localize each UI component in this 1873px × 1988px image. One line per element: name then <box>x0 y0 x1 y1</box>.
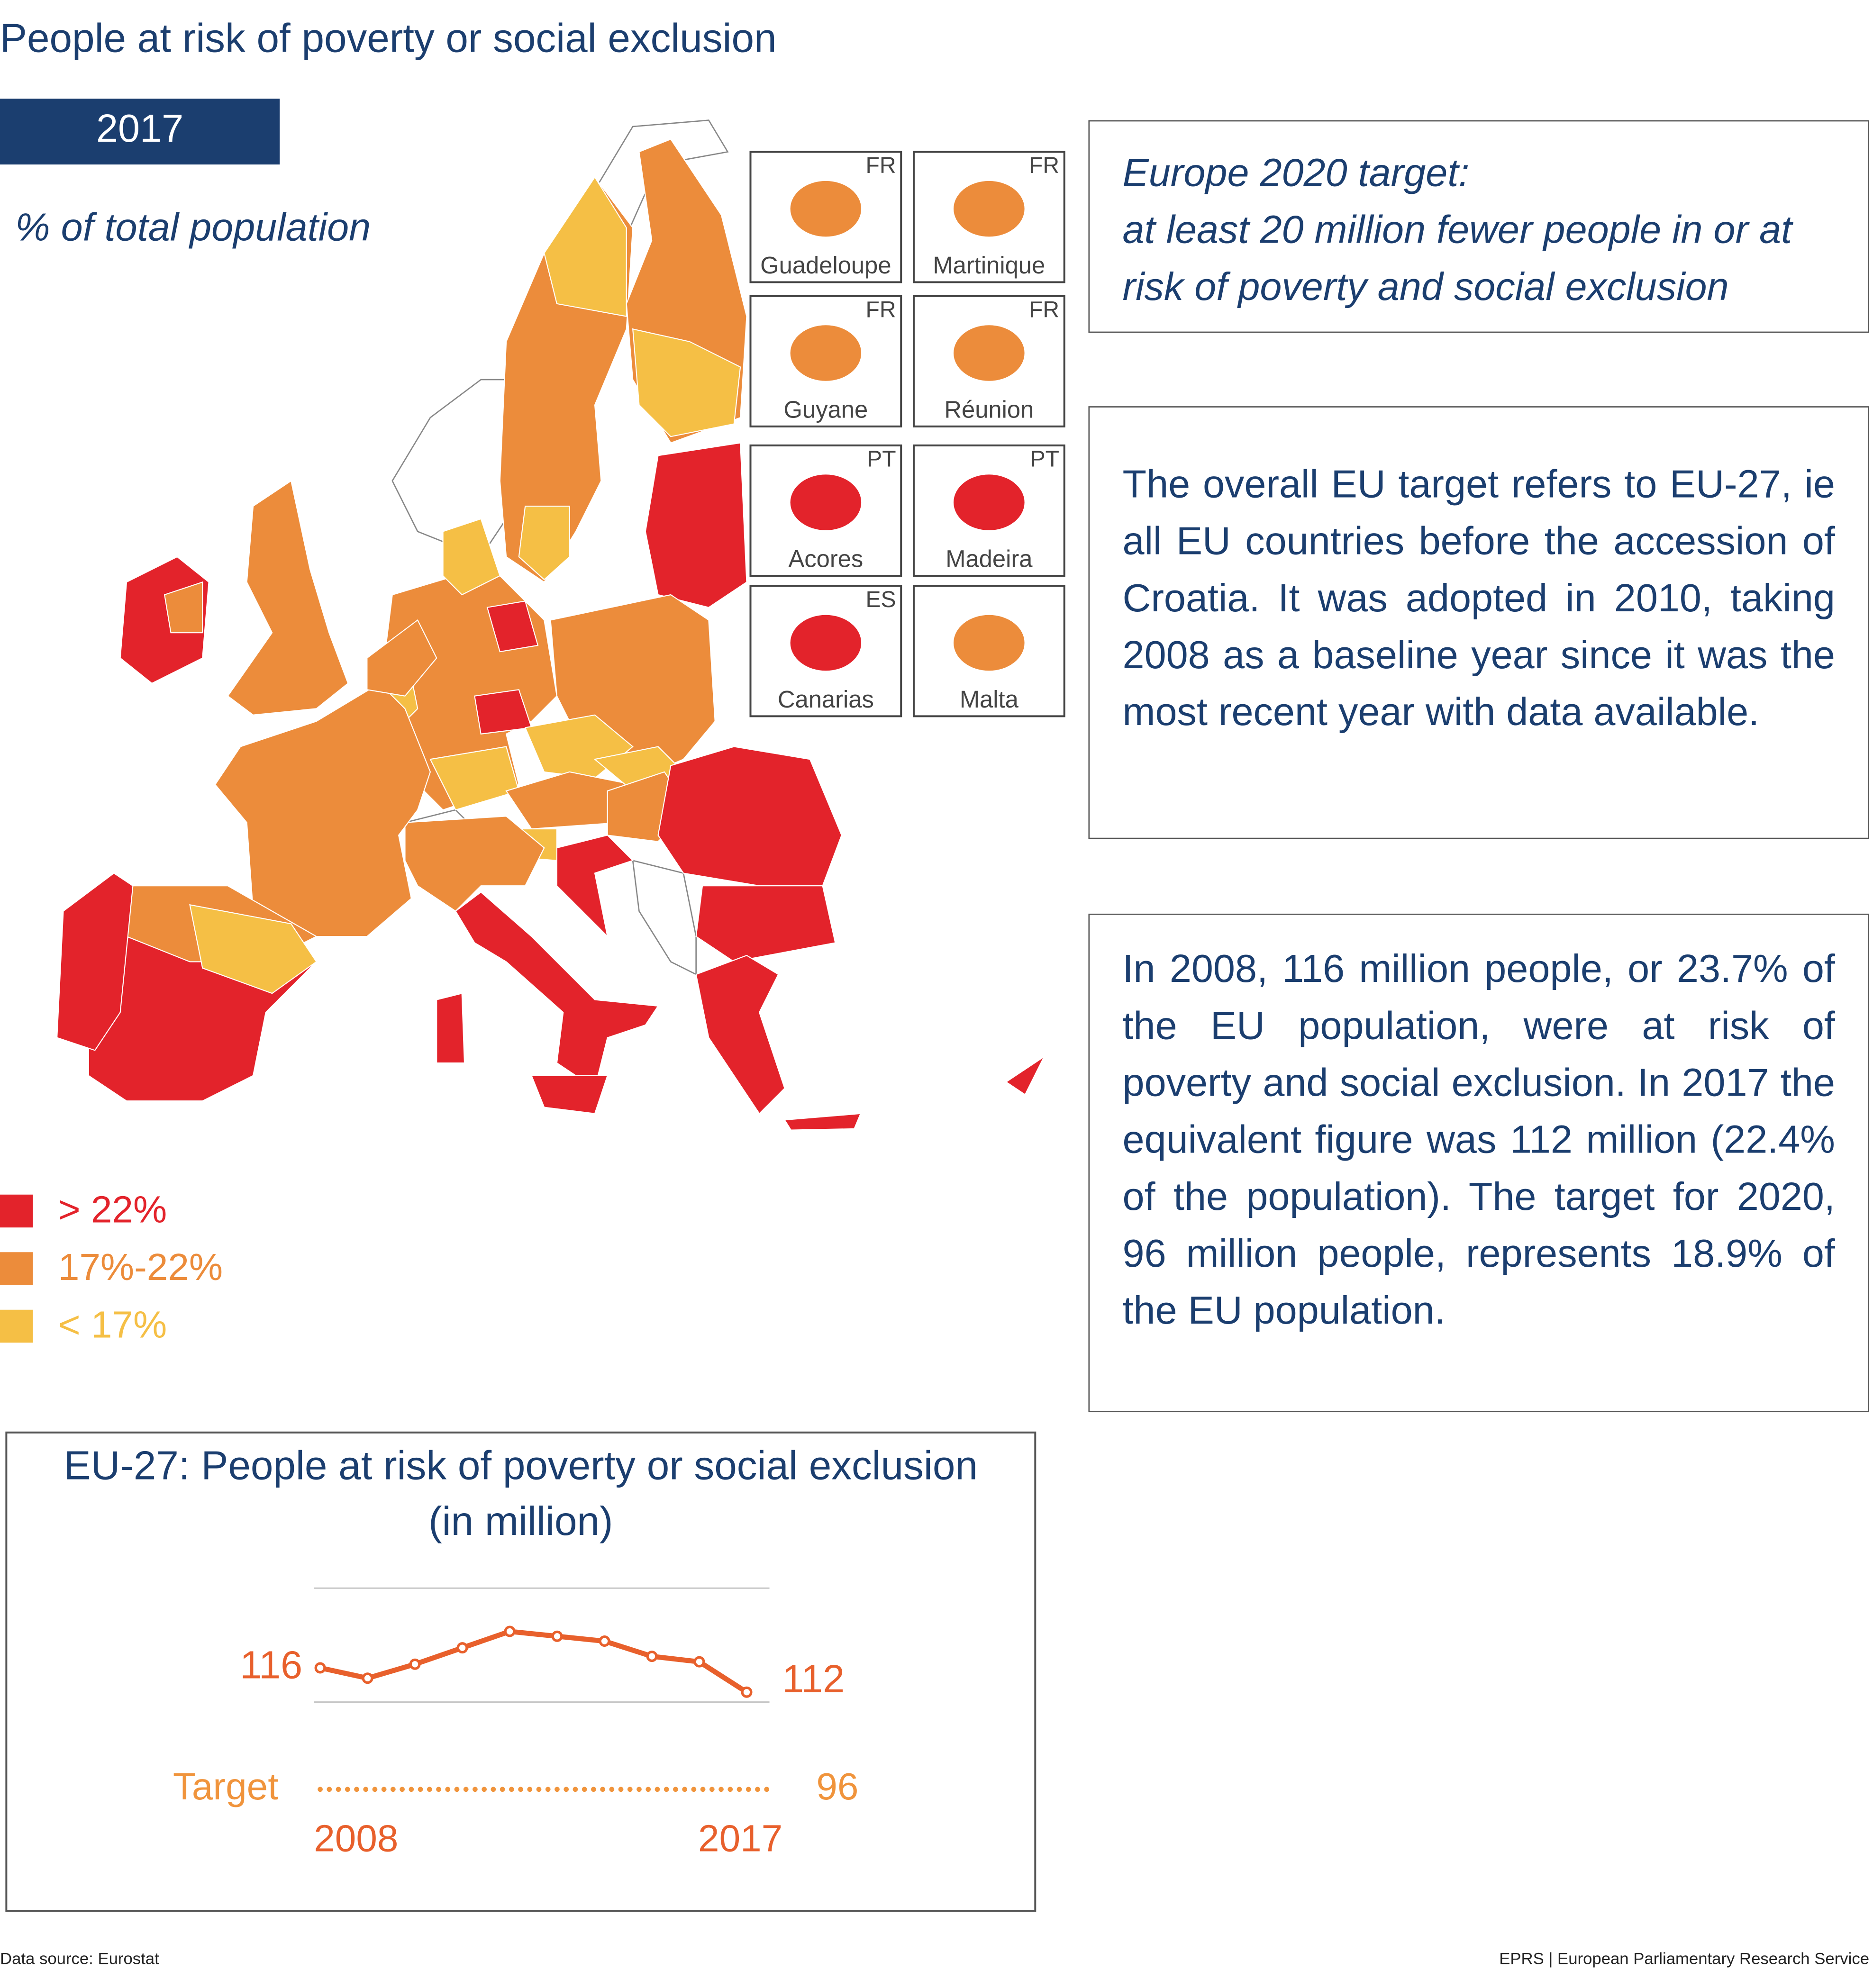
point <box>504 1625 516 1637</box>
inset-shape <box>790 474 862 530</box>
inset-country: FR <box>1029 153 1059 178</box>
inset-country: ES <box>865 587 896 612</box>
point <box>646 1651 658 1662</box>
map <box>56 119 1046 1131</box>
region <box>632 328 741 437</box>
region <box>657 746 842 887</box>
inset-shape <box>954 325 1025 381</box>
point <box>456 1642 468 1654</box>
chart-subtitle: (in million) <box>428 1498 613 1544</box>
footer-credit: EPRS | European Parliamentary Research S… <box>1499 1949 1870 1968</box>
box-text: The overall EU target refers to EU-27, i… <box>1122 462 1835 734</box>
page-title: People at risk of poverty or social excl… <box>0 15 777 61</box>
legend-label: > 22% <box>58 1188 167 1230</box>
line <box>319 1629 748 1695</box>
chart-heading: EU-27: People at risk of poverty or soci… <box>6 1437 1035 1549</box>
legend-label: 17%-22% <box>58 1245 223 1288</box>
info-box: The overall EU target refers to EU-27, i… <box>1088 406 1870 839</box>
inset-name: Guadeloupe <box>760 252 891 279</box>
box-title: Europe 2020 target: <box>1122 150 1470 195</box>
region <box>486 600 539 653</box>
point <box>599 1635 610 1647</box>
region <box>783 1113 862 1131</box>
point <box>314 1662 326 1674</box>
inset-name: Madeira <box>946 545 1033 572</box>
legend: > 22% 17%-22% < 17% <box>0 1188 223 1345</box>
legend-swatch <box>0 1309 33 1343</box>
inset-shape <box>790 325 862 381</box>
chart-title: EU-27: People at risk of poverty or soci… <box>64 1443 978 1489</box>
chart-frame <box>5 1431 1037 1912</box>
inset-name: Réunion <box>944 396 1034 423</box>
region <box>436 992 465 1064</box>
inset-shape <box>954 474 1025 530</box>
region <box>164 581 203 634</box>
inset-country: FR <box>866 153 896 178</box>
inset-country: FR <box>1029 297 1059 323</box>
region <box>189 904 318 994</box>
box-text: In 2008, 116 million people, or 23.7% of… <box>1122 946 1835 1333</box>
inset-name: Malta <box>960 686 1019 713</box>
region <box>695 885 836 962</box>
point <box>741 1686 753 1698</box>
point <box>551 1630 563 1642</box>
point <box>362 1672 373 1684</box>
inset-name: Martinique <box>933 252 1045 279</box>
footer-source: Data source: Eurostat <box>0 1949 159 1968</box>
x-tick-label: 2008 <box>314 1816 398 1859</box>
info-box: In 2008, 116 million people, or 23.7% of… <box>1088 913 1870 1413</box>
year-banner <box>0 99 280 165</box>
x-tick-label: 2017 <box>698 1816 782 1859</box>
value-label: 116 <box>240 1643 302 1687</box>
map-year: 2017 <box>96 106 184 151</box>
inset-country: PT <box>1030 446 1059 472</box>
region <box>632 860 697 976</box>
inset-country: PT <box>867 446 896 472</box>
inset-shape <box>790 615 862 671</box>
inset-shape <box>954 615 1025 671</box>
insets: Guadeloupe FR Martinique FR Guyane FR Réunion F… <box>749 151 1065 717</box>
legend-label: < 17% <box>58 1303 167 1345</box>
target-label: Target <box>173 1765 279 1807</box>
inset-country: FR <box>866 297 896 323</box>
target-box: Europe 2020 target: at least 20 million … <box>1088 120 1870 333</box>
inset-name: Guyane <box>784 396 868 423</box>
region <box>366 619 437 697</box>
legend-swatch <box>0 1252 33 1285</box>
region <box>404 816 545 912</box>
region <box>455 891 659 1089</box>
target-value: 96 <box>816 1765 858 1807</box>
value-label: 112 <box>782 1657 845 1701</box>
point <box>409 1658 421 1670</box>
region <box>530 1075 609 1115</box>
inset-shape <box>954 181 1025 237</box>
box-text: at least 20 million fewer people in or a… <box>1122 207 1792 309</box>
region <box>544 176 627 317</box>
region <box>695 954 785 1115</box>
region <box>227 480 349 716</box>
legend-swatch <box>0 1194 33 1228</box>
inset-name: Canarias <box>778 686 874 713</box>
map-subtitle: % of total population <box>15 205 371 250</box>
region <box>556 835 634 938</box>
region <box>1005 1055 1046 1096</box>
point <box>693 1656 705 1668</box>
region <box>56 872 134 1051</box>
inset-shape <box>790 181 862 237</box>
inset-name: Acores <box>788 545 863 572</box>
line-chart: Target 96 116 2008 112 2017 <box>173 1625 858 1859</box>
region <box>442 518 501 596</box>
region <box>518 506 570 581</box>
region <box>645 442 747 608</box>
